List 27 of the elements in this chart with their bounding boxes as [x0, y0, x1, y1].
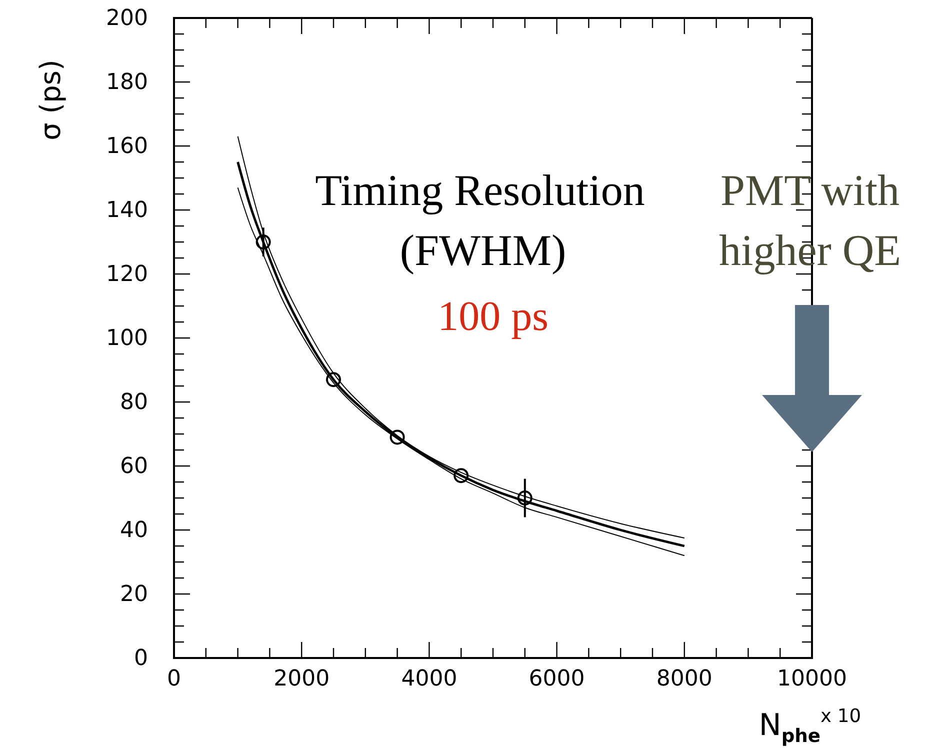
annotation: Timing Resolution	[315, 166, 645, 215]
y-tick-label: 180	[106, 70, 148, 96]
x-tick-label: 4000	[401, 666, 458, 692]
y-tick-label: 40	[120, 518, 148, 544]
annotation: (FWHM)	[400, 226, 566, 275]
x-tick-label: 6000	[528, 666, 585, 692]
x-tick-label: 10000	[777, 666, 847, 692]
point	[390, 430, 405, 445]
y-tick-label: 20	[120, 582, 148, 608]
y-tick-label: 160	[106, 134, 148, 160]
point	[454, 468, 469, 484]
y-tick-label: 200	[106, 6, 148, 32]
point	[517, 490, 532, 506]
x-tick-label: 0	[167, 666, 181, 692]
point	[256, 234, 271, 250]
x-tick-label: 8000	[656, 666, 712, 692]
y-tick-label: 140	[106, 198, 148, 224]
point	[326, 372, 341, 388]
y-tick-label: 80	[120, 390, 148, 416]
y-tick-label: 60	[120, 454, 148, 480]
y-axis-title: σ (ps)	[34, 60, 67, 140]
x-tick-label: 2000	[274, 666, 330, 692]
y-tick-label: 120	[106, 262, 148, 288]
y-tick-label: 100	[106, 326, 148, 352]
annotation: 100 ps	[438, 294, 548, 340]
y-tick-label: 0	[134, 646, 148, 672]
annotation: PMT with	[720, 166, 900, 215]
